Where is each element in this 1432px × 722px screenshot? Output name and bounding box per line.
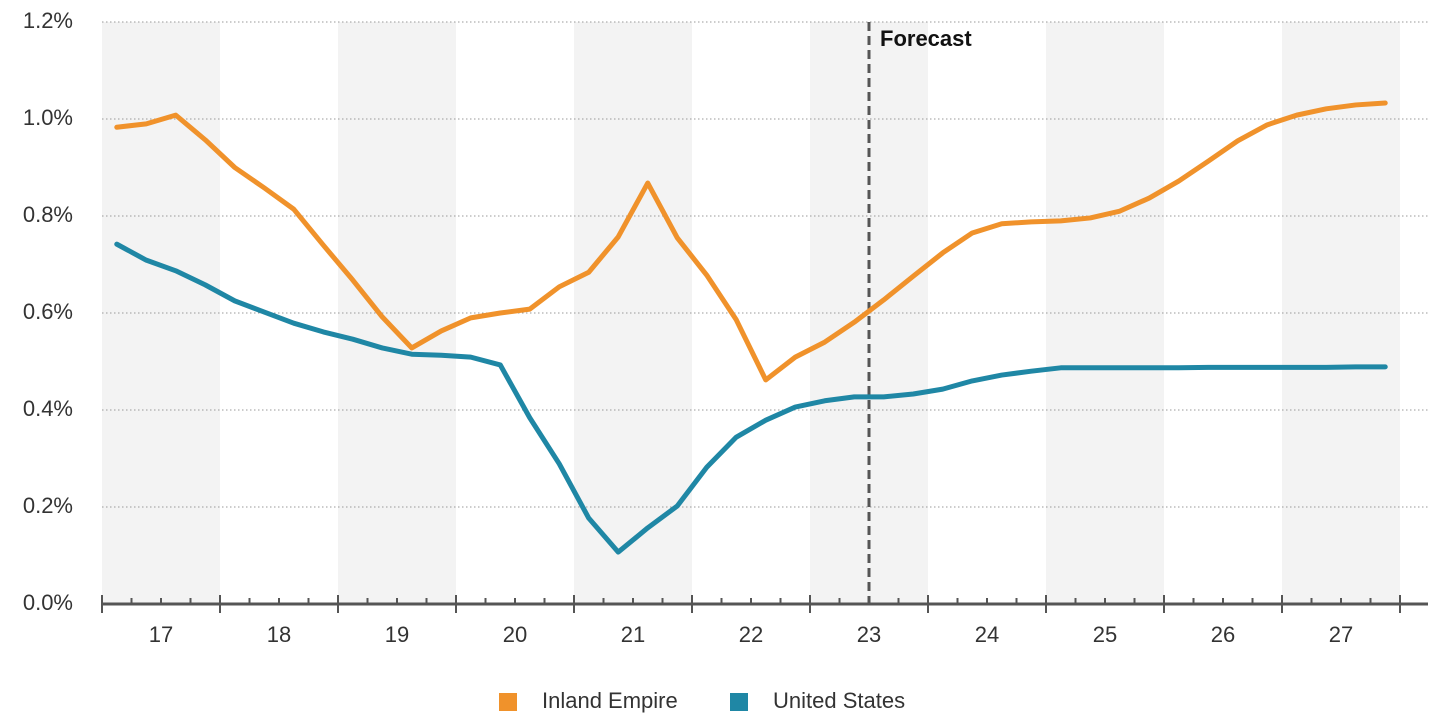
year-band (1046, 22, 1164, 604)
x-tick-label: 27 (1329, 622, 1353, 647)
series-line (114, 241, 1388, 555)
y-tick-label: 0.2% (23, 493, 73, 518)
x-tick-label: 18 (267, 622, 291, 647)
x-tick-label: 25 (1093, 622, 1117, 647)
y-tick-label: 1.0% (23, 105, 73, 130)
x-tick-label: 21 (621, 622, 645, 647)
series-line (114, 100, 1388, 383)
legend-swatch (499, 693, 517, 711)
y-tick-label: 0.6% (23, 299, 73, 324)
y-tick-label: 0.0% (23, 590, 73, 615)
year-band (338, 22, 456, 604)
legend-swatch (730, 693, 748, 711)
x-tick-label: 17 (149, 622, 173, 647)
legend-label: United States (773, 688, 905, 713)
y-tick-label: 0.4% (23, 396, 73, 421)
legend-label: Inland Empire (542, 688, 678, 713)
x-tick-label: 26 (1211, 622, 1235, 647)
year-band (1282, 22, 1400, 604)
x-tick-label: 24 (975, 622, 999, 647)
y-tick-label: 0.8% (23, 202, 73, 227)
x-tick-label: 20 (503, 622, 527, 647)
forecast-label: Forecast (880, 26, 972, 51)
y-tick-label: 1.2% (23, 8, 73, 33)
x-tick-label: 19 (385, 622, 409, 647)
x-tick-label: 22 (739, 622, 763, 647)
x-tick-label: 23 (857, 622, 881, 647)
